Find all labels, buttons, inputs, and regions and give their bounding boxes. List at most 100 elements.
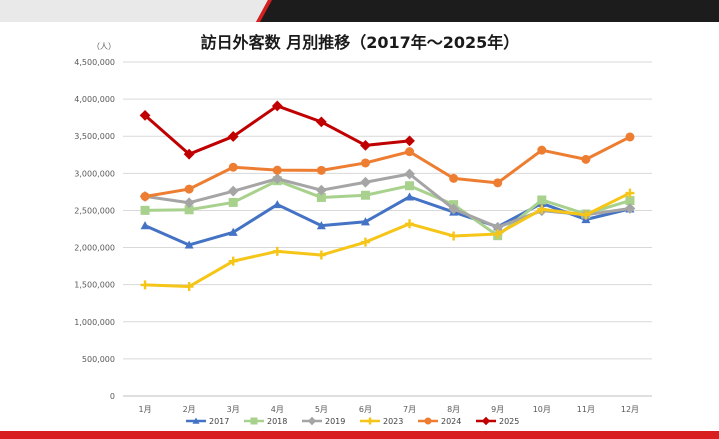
series-2024	[140, 132, 635, 201]
series-2017	[140, 192, 635, 249]
data-point	[360, 176, 371, 188]
data-point	[537, 145, 547, 155]
data-point	[360, 158, 370, 168]
x-tick-label: 2月	[183, 405, 196, 414]
data-point	[493, 178, 503, 188]
data-point	[360, 217, 370, 226]
data-point	[316, 250, 326, 260]
data-point	[184, 282, 194, 292]
legend-label: 2023	[383, 417, 403, 426]
y-tick-label: 2,500,000	[74, 206, 115, 215]
y-tick-label: 3,500,000	[74, 132, 115, 141]
data-point	[360, 190, 370, 200]
data-point	[625, 132, 635, 142]
legend-item-2024: 2024	[418, 417, 461, 426]
y-tick-label: 0	[110, 392, 115, 401]
series-line-2025	[144, 104, 410, 156]
data-point	[140, 191, 150, 201]
series-line-2018	[145, 179, 631, 238]
legend-marker	[366, 417, 374, 425]
data-point	[537, 195, 547, 205]
data-point	[184, 205, 194, 215]
x-tick-label: 5月	[315, 405, 328, 414]
y-tick-label: 1,500,000	[74, 281, 115, 290]
chart-title: 訪日外客数 月別推移（2017年～2025年）	[201, 33, 520, 52]
y-tick-label: 500,000	[82, 355, 115, 364]
data-point	[316, 192, 326, 202]
data-point	[581, 210, 591, 220]
data-point	[404, 135, 415, 147]
data-point	[449, 231, 459, 241]
data-point	[140, 221, 150, 230]
legend-marker	[307, 416, 317, 426]
data-point	[228, 256, 238, 266]
series-2025	[139, 100, 415, 160]
data-point	[184, 240, 194, 249]
data-point	[625, 196, 635, 206]
data-point	[140, 280, 150, 290]
data-point	[272, 246, 282, 256]
series-lines	[139, 100, 636, 292]
x-tick-label: 11月	[577, 405, 595, 414]
data-point	[360, 139, 371, 151]
data-point	[581, 154, 591, 164]
x-axis-ticks: 1月 2月 3月 4月 5月 6月 7月 8月 9月 10月 11月 12月	[138, 405, 639, 414]
top-banner	[0, 0, 719, 22]
data-point	[228, 197, 238, 207]
data-point	[405, 219, 415, 229]
data-point	[272, 200, 282, 209]
data-point	[183, 148, 195, 160]
data-point	[227, 185, 239, 197]
data-point	[624, 203, 636, 214]
x-tick-label: 8月	[447, 405, 460, 414]
x-tick-label: 10月	[533, 405, 551, 414]
legend-label: 2024	[441, 417, 461, 426]
series-line-2023	[144, 191, 631, 289]
x-tick-label: 1月	[138, 405, 151, 414]
data-point	[271, 100, 283, 112]
y-axis-unit-label: （人）	[92, 42, 116, 51]
data-point	[405, 147, 415, 157]
data-point	[405, 192, 415, 201]
data-point	[405, 181, 415, 191]
data-point	[272, 165, 282, 175]
legend-item-2017: 2017	[186, 417, 229, 426]
x-tick-label: 12月	[621, 405, 639, 414]
legend-marker	[192, 417, 200, 424]
y-tick-label: 3,000,000	[74, 169, 115, 178]
x-tick-label: 4月	[271, 405, 284, 414]
legend-label: 2025	[499, 417, 519, 426]
data-point	[448, 203, 460, 215]
data-point	[228, 227, 238, 236]
data-point	[537, 204, 547, 214]
legend-label: 2017	[209, 417, 229, 426]
legend-marker	[481, 416, 491, 426]
bottom-accent-bar	[0, 431, 719, 439]
y-tick-label: 2,000,000	[74, 244, 115, 253]
data-point	[315, 184, 327, 196]
data-point	[315, 116, 327, 128]
x-tick-label: 3月	[227, 405, 240, 414]
data-point	[404, 168, 415, 180]
legend-marker	[250, 417, 258, 425]
y-axis-ticks: 0 500,000 1,000,000 1,500,000 2,000,000 2,500…	[74, 58, 115, 401]
legend-item-2025: 2025	[476, 416, 519, 426]
data-point	[227, 131, 239, 142]
y-tick-label: 4,500,000	[74, 58, 115, 67]
y-tick-label: 1,000,000	[74, 318, 115, 327]
legend-label: 2018	[267, 417, 287, 426]
data-point	[316, 221, 326, 230]
series-line-2017	[144, 195, 631, 247]
legend-marker	[424, 417, 432, 425]
data-point	[493, 229, 503, 239]
data-point	[625, 188, 635, 198]
y-tick-label: 4,000,000	[74, 95, 115, 104]
legend-item-2019: 2019	[302, 416, 345, 426]
series-2023	[140, 188, 635, 292]
data-point	[360, 237, 370, 247]
legend-label: 2019	[325, 417, 345, 426]
data-point	[492, 221, 504, 233]
gridlines	[123, 61, 652, 397]
data-point	[316, 165, 326, 175]
data-point	[139, 109, 151, 121]
